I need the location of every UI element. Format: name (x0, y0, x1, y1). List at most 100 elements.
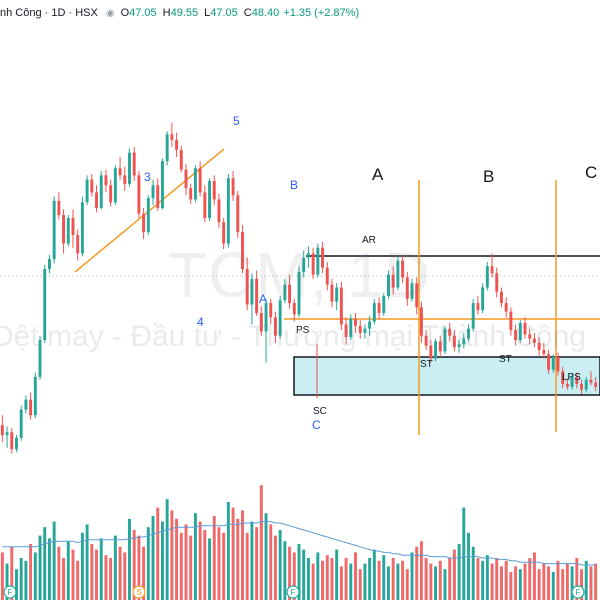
candle (273, 311, 277, 343)
candle (349, 314, 353, 340)
candle (62, 209, 66, 254)
volume-bar (368, 558, 372, 600)
volume-bar (561, 569, 565, 600)
volume-bar (387, 566, 390, 600)
volume-bar (137, 535, 141, 600)
candle (222, 217, 226, 250)
volume-bar (156, 507, 160, 600)
volume-bar (226, 502, 230, 600)
candle (33, 372, 37, 419)
volume-bar (217, 527, 221, 600)
candle (43, 264, 47, 343)
volume-bar (47, 538, 51, 600)
eye-icon[interactable]: ◉ (105, 7, 115, 19)
candle (156, 178, 160, 211)
candle (47, 254, 51, 274)
volume-bar (10, 546, 14, 600)
volume-bar (306, 558, 310, 600)
volume-bar (330, 558, 334, 600)
volume-bar (575, 558, 579, 600)
candle (189, 183, 193, 204)
volume-bar (250, 521, 254, 600)
candle (151, 179, 155, 206)
candle (160, 158, 164, 210)
candle (231, 171, 235, 201)
candle (476, 296, 480, 315)
candle (565, 378, 569, 390)
candle (118, 156, 122, 180)
volume-bar (321, 560, 325, 600)
volume-bar (509, 572, 513, 600)
volume-bar (33, 552, 37, 600)
volume-bar (198, 521, 202, 600)
candle (419, 301, 423, 343)
event-marker-f-1[interactable]: F (3, 585, 17, 599)
high-label: H (162, 7, 171, 19)
candle (532, 332, 536, 348)
candle (387, 270, 390, 299)
candle (401, 254, 405, 284)
candle (236, 190, 240, 238)
volume-bar (255, 527, 259, 600)
candle (485, 261, 489, 291)
candle (344, 317, 348, 345)
volume-bar (354, 552, 357, 600)
volume-bar (325, 555, 329, 600)
candle (438, 335, 442, 358)
volume-bar (551, 572, 555, 600)
candle (500, 287, 503, 308)
candle (198, 161, 202, 197)
volume-bar (580, 569, 583, 600)
candle (415, 277, 419, 315)
volume-bar (52, 521, 56, 600)
volume-bar (556, 560, 560, 600)
volume-bar (184, 524, 188, 600)
wave-label-5: 5 (233, 114, 240, 128)
volume-bar (5, 563, 9, 600)
chart-legend: nh Công · 1D · HSX ◉ O 47.05 H 49.55 L 47.0… (0, 4, 359, 22)
symbol-title[interactable]: nh Công · 1D · HSX (0, 7, 98, 19)
volume-bar (288, 546, 292, 600)
volume-bar (457, 544, 461, 600)
volume-bar (316, 552, 320, 600)
volume-bar (405, 569, 409, 600)
volume-bar (434, 566, 438, 600)
candle (490, 253, 494, 278)
candle (137, 171, 141, 218)
volume-bar (471, 546, 475, 600)
candle (594, 376, 598, 392)
event-marker-f-2[interactable]: F (286, 585, 300, 599)
volume-bar (363, 563, 367, 600)
candle (212, 175, 216, 206)
volume-bar (76, 560, 80, 600)
label-ps: PS (296, 325, 310, 336)
candle (175, 132, 179, 157)
volume-bar (85, 524, 89, 600)
volume-bar (419, 541, 423, 600)
volume-bar (236, 518, 240, 600)
candle (123, 166, 127, 191)
candle (250, 273, 254, 325)
candle (288, 274, 292, 309)
phase-label-B: B (483, 167, 494, 186)
candle (561, 366, 565, 389)
candle (99, 171, 103, 210)
svg-text:S: S (136, 588, 141, 597)
candle (551, 354, 555, 373)
event-marker-f-3[interactable]: F (571, 585, 585, 599)
candle (330, 278, 334, 308)
volume-bar (19, 558, 23, 600)
volume-bar (514, 566, 518, 600)
event-marker-s[interactable]: S (132, 585, 146, 599)
candle (76, 229, 80, 261)
phase-label-A: A (372, 165, 384, 184)
candle (321, 242, 325, 274)
volume-bar (179, 532, 183, 600)
candle (132, 146, 136, 182)
volume-bar (443, 569, 447, 600)
svg-text:F: F (291, 588, 296, 597)
volume-bar (396, 563, 400, 600)
candle (467, 324, 470, 342)
volume-bar (504, 560, 508, 600)
